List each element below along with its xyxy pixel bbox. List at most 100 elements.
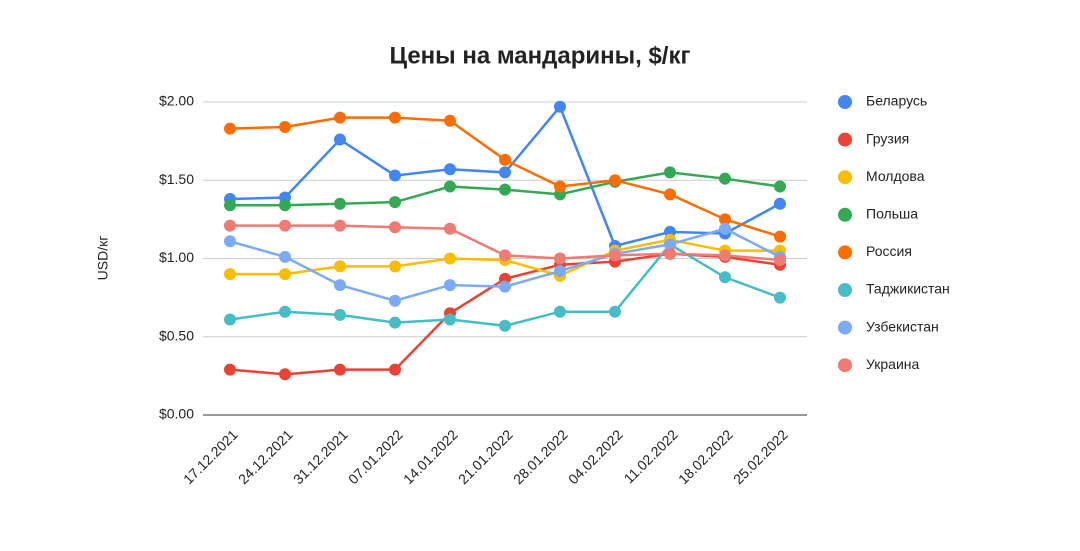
- data-point: [444, 313, 456, 326]
- legend-label: Польша: [866, 206, 918, 222]
- y-tick-label: $1.50: [159, 171, 194, 187]
- x-tick-label: 14.01.2022: [400, 426, 461, 487]
- data-point: [279, 368, 291, 381]
- legend-marker: [838, 358, 852, 373]
- data-point: [664, 188, 676, 201]
- legend-marker: [838, 95, 852, 109]
- data-point: [499, 183, 511, 196]
- y-tick-label: $1.00: [159, 249, 194, 265]
- data-point: [554, 180, 566, 193]
- data-point: [499, 153, 511, 166]
- data-point: [774, 197, 786, 210]
- data-point: [609, 174, 621, 187]
- data-point: [499, 319, 511, 332]
- data-point: [774, 230, 786, 243]
- data-point: [444, 279, 456, 292]
- legend-marker: [838, 207, 852, 222]
- data-point: [664, 238, 676, 251]
- data-point: [389, 363, 401, 376]
- data-point: [279, 268, 291, 281]
- x-tick-label: 28.01.2022: [510, 426, 571, 487]
- y-tick-label: $0.50: [159, 327, 194, 343]
- data-point: [444, 222, 456, 235]
- data-point: [444, 252, 456, 265]
- y-axis-label: USD/кг: [95, 236, 111, 281]
- legend-label: Беларусь: [866, 93, 927, 109]
- legend-label: Украина: [866, 356, 920, 372]
- data-point: [334, 111, 346, 124]
- data-point: [389, 196, 401, 209]
- data-point: [389, 169, 401, 182]
- data-point: [664, 166, 676, 179]
- data-point: [334, 260, 346, 273]
- legend-marker: [838, 283, 852, 297]
- data-point: [224, 313, 236, 326]
- data-point: [389, 221, 401, 234]
- x-tick-label: 21.01.2022: [455, 426, 516, 487]
- data-point: [499, 249, 511, 262]
- data-point: [389, 294, 401, 307]
- data-point: [444, 163, 456, 176]
- data-point: [224, 122, 236, 135]
- data-point: [334, 219, 346, 232]
- data-point: [224, 363, 236, 376]
- data-point: [224, 199, 236, 212]
- data-point: [444, 180, 456, 193]
- chart-title: Цены на мандарины, $/кг: [390, 42, 691, 69]
- data-point: [279, 121, 291, 134]
- x-tick-label: 18.02.2022: [675, 426, 736, 487]
- data-point: [774, 291, 786, 304]
- data-point: [279, 305, 291, 318]
- x-tick-label: 25.02.2022: [730, 426, 791, 487]
- legend-label: Грузия: [866, 130, 909, 146]
- data-point: [224, 219, 236, 232]
- data-point: [554, 305, 566, 318]
- data-point: [554, 265, 566, 278]
- data-point: [224, 235, 236, 248]
- data-point: [334, 133, 346, 146]
- x-tick-label: 11.02.2022: [621, 426, 681, 486]
- data-point: [664, 247, 676, 260]
- data-point: [554, 100, 566, 113]
- x-tick-label: 24.12.2021: [235, 426, 296, 487]
- data-point: [609, 249, 621, 262]
- data-point: [719, 222, 731, 235]
- data-point: [719, 271, 731, 284]
- y-tick-label: $0.00: [159, 406, 194, 422]
- data-point: [224, 268, 236, 281]
- legend-marker: [838, 320, 852, 335]
- legend-label: Молдова: [866, 168, 925, 184]
- x-tick-label: 17.12.2021: [180, 426, 241, 487]
- data-point: [499, 280, 511, 293]
- x-tick-label: 31.12.2021: [290, 426, 351, 487]
- data-point: [499, 166, 511, 179]
- data-point: [279, 219, 291, 232]
- legend-label: Таджикистан: [866, 281, 950, 297]
- x-tick-label: 04.02.2022: [565, 426, 626, 487]
- data-point: [774, 254, 786, 267]
- data-point: [719, 249, 731, 262]
- data-point: [774, 180, 786, 193]
- legend-marker: [838, 170, 852, 185]
- data-point: [444, 114, 456, 127]
- data-point: [389, 316, 401, 329]
- x-tick-label: 07.01.2022: [345, 426, 406, 487]
- data-point: [334, 363, 346, 376]
- legend-label: Узбекистан: [866, 318, 939, 334]
- data-point: [389, 111, 401, 124]
- legend-marker: [838, 132, 852, 147]
- data-point: [279, 250, 291, 263]
- data-point: [719, 172, 731, 185]
- legend-marker: [838, 245, 852, 260]
- data-point: [609, 305, 621, 318]
- data-point: [279, 199, 291, 212]
- data-point: [554, 252, 566, 265]
- data-point: [334, 197, 346, 210]
- data-point: [389, 260, 401, 273]
- legend-label: Россия: [866, 243, 912, 259]
- data-point: [334, 279, 346, 292]
- data-point: [334, 308, 346, 321]
- data-point: [719, 213, 731, 226]
- y-tick-label: $2.00: [159, 93, 194, 109]
